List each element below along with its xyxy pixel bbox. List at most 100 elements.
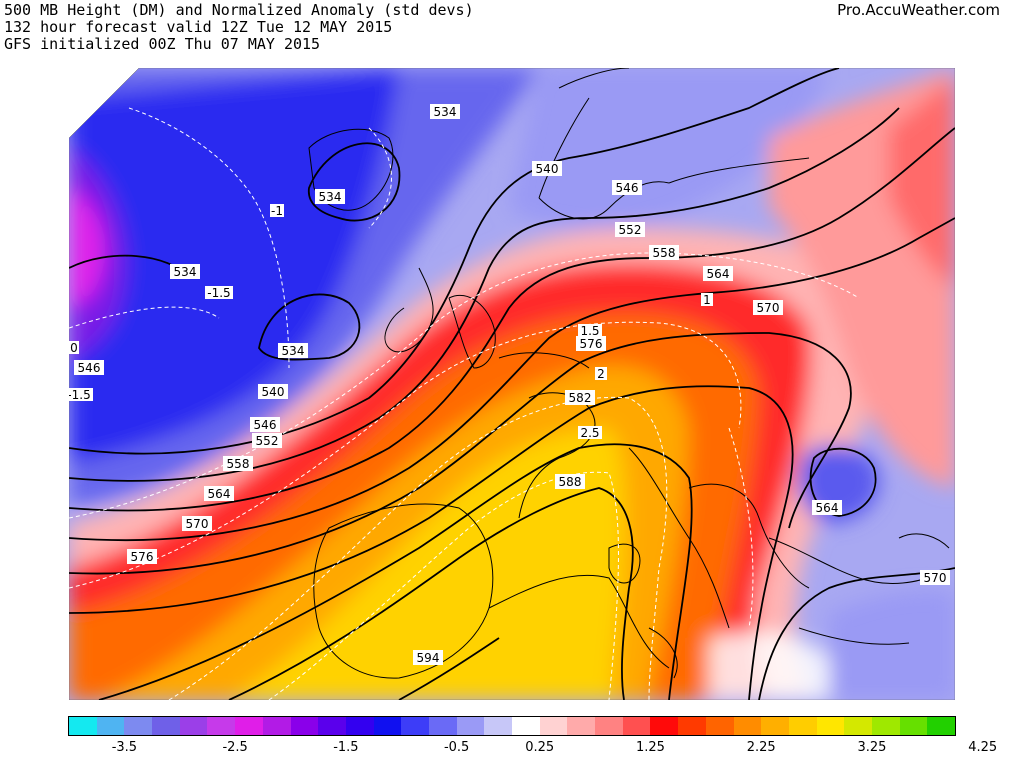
height-label: 540 (258, 384, 288, 399)
height-label: 582 (565, 390, 595, 405)
colorbar-swatch (871, 717, 900, 735)
svg-text:540: 540 (536, 162, 559, 176)
height-label: 570 (182, 516, 212, 531)
height-label: 576 (127, 549, 157, 564)
height-label: 558 (649, 245, 679, 260)
colorbar-tick-label: -2.5 (222, 740, 248, 755)
anomaly-label: 2.5 (578, 426, 602, 440)
colorbar-swatch (152, 717, 180, 735)
brand-label: Pro.AccuWeather.com (837, 1, 1000, 19)
colorbar (68, 716, 956, 736)
svg-text:570: 570 (757, 301, 780, 315)
colorbar-swatch (428, 717, 457, 735)
height-label: 576 (576, 336, 606, 351)
height-label: 570 (920, 570, 950, 585)
colorbar-tick-label: 4.25 (968, 740, 998, 755)
svg-text:588: 588 (559, 475, 582, 489)
height-label: 546 (250, 417, 280, 432)
colorbar-swatch (899, 717, 928, 735)
svg-text:546: 546 (254, 418, 277, 432)
svg-text:-1.5: -1.5 (69, 388, 91, 402)
colorbar-swatch (124, 717, 153, 735)
chart-title: 500 MB Height (DM) and Normalized Anomal… (4, 1, 474, 19)
colorbar-swatch (345, 717, 374, 735)
colorbar-tick-label: -1.5 (333, 740, 359, 755)
height-label: 564 (204, 486, 234, 501)
svg-text:564: 564 (816, 501, 839, 515)
svg-text:-1: -1 (271, 204, 283, 218)
colorbar-swatch (761, 717, 789, 735)
colorbar-swatch (816, 717, 845, 735)
model-init-line: GFS initialized 00Z Thu 07 MAY 2015 (4, 35, 321, 53)
svg-text:564: 564 (707, 267, 730, 281)
svg-text:546: 546 (78, 361, 101, 375)
height-label: 552 (615, 222, 645, 237)
svg-text:534: 534 (282, 344, 305, 358)
svg-text:534: 534 (319, 190, 342, 204)
height-label: 534 (278, 343, 308, 358)
svg-text:570: 570 (186, 517, 209, 531)
colorbar-tick-label: 3.25 (857, 740, 887, 755)
colorbar-swatch (927, 717, 955, 735)
colorbar-swatch (844, 717, 872, 735)
svg-text:0: 0 (70, 341, 78, 355)
colorbar-swatch (262, 717, 291, 735)
colorbar-swatch (318, 717, 346, 735)
colorbar-swatch (456, 717, 485, 735)
svg-text:534: 534 (434, 105, 457, 119)
svg-text:540: 540 (262, 385, 285, 399)
svg-text:2: 2 (597, 367, 605, 381)
colorbar-tick-label: 1.25 (635, 740, 665, 755)
anomaly-label: 0 (69, 341, 79, 355)
colorbar-tick-label: 2.25 (746, 740, 776, 755)
height-label: 558 (223, 456, 253, 471)
colorbar-swatch (69, 717, 97, 735)
colorbar-swatch (622, 717, 651, 735)
svg-text:570: 570 (924, 571, 947, 585)
colorbar-tick-label: 0.25 (525, 740, 555, 755)
height-label: 546 (612, 180, 642, 195)
svg-text:576: 576 (580, 337, 603, 351)
svg-text:1.5: 1.5 (580, 324, 599, 338)
height-label: 570 (753, 300, 783, 315)
coastlines (308, 68, 950, 679)
svg-text:594: 594 (417, 651, 440, 665)
colorbar-swatch (595, 717, 623, 735)
height-label: 534 (315, 189, 345, 204)
anomaly-labels: -1 -1.5 0 -1.5 1 1.5 2 2.5 (69, 204, 713, 440)
colorbar-swatch (567, 717, 596, 735)
svg-text:-1.5: -1.5 (207, 286, 230, 300)
svg-text:558: 558 (227, 457, 250, 471)
svg-text:2.5: 2.5 (580, 426, 599, 440)
colorbar-swatch (512, 717, 540, 735)
colorbar-swatch (290, 717, 319, 735)
svg-text:552: 552 (619, 223, 642, 237)
anomaly-label: -1 (270, 204, 284, 218)
height-label: 546 (74, 360, 104, 375)
colorbar-swatch (96, 717, 125, 735)
svg-text:552: 552 (256, 434, 279, 448)
colorbar-tick-label: -0.5 (443, 740, 470, 755)
svg-text:1: 1 (703, 293, 711, 307)
svg-text:534: 534 (174, 265, 197, 279)
height-label: 552 (252, 433, 282, 448)
colorbar-swatch (373, 717, 402, 735)
colorbar-swatch (207, 717, 236, 735)
colorbar-swatch (401, 717, 429, 735)
colorbar-swatch (678, 717, 706, 735)
height-contours (69, 68, 955, 700)
svg-text:564: 564 (208, 487, 231, 501)
height-label: 534 (430, 104, 460, 119)
colorbar-swatch (179, 717, 208, 735)
forecast-valid-line: 132 hour forecast valid 12Z Tue 12 MAY 2… (4, 18, 393, 36)
colorbar-swatch (235, 717, 263, 735)
height-label: 540 (532, 161, 562, 176)
anomaly-label: 2 (595, 367, 607, 381)
colorbar-tick-label: -3.5 (111, 740, 138, 755)
colorbar-swatch (788, 717, 817, 735)
height-label: 588 (555, 474, 585, 489)
svg-text:546: 546 (616, 181, 639, 195)
svg-text:582: 582 (569, 391, 592, 405)
height-label: 564 (812, 500, 842, 515)
colorbar-swatch (733, 717, 762, 735)
